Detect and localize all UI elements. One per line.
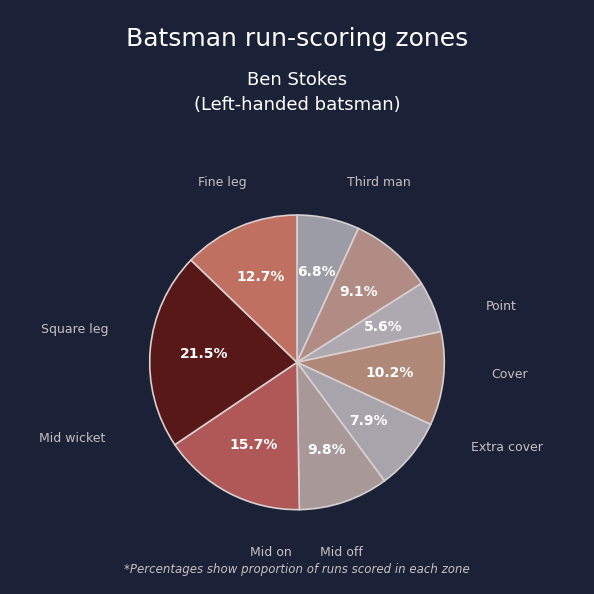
Text: 12.7%: 12.7% [236, 270, 285, 284]
Text: 21.5%: 21.5% [181, 347, 229, 361]
Text: Third man: Third man [347, 176, 411, 189]
Wedge shape [150, 260, 297, 445]
Wedge shape [175, 362, 299, 510]
Text: Mid wicket: Mid wicket [39, 432, 106, 446]
Wedge shape [297, 215, 358, 362]
Text: 9.8%: 9.8% [308, 443, 346, 457]
Text: Fine leg: Fine leg [198, 176, 247, 189]
Text: 15.7%: 15.7% [230, 438, 278, 451]
Text: Batsman run-scoring zones: Batsman run-scoring zones [126, 27, 468, 50]
Text: Extra cover: Extra cover [471, 441, 543, 454]
Text: Square leg: Square leg [41, 323, 109, 336]
Wedge shape [297, 331, 444, 425]
Text: 5.6%: 5.6% [364, 320, 402, 334]
Text: 10.2%: 10.2% [365, 366, 413, 380]
Text: Mid on: Mid on [249, 546, 292, 560]
Text: 7.9%: 7.9% [350, 414, 388, 428]
Text: *Percentages show proportion of runs scored in each zone: *Percentages show proportion of runs sco… [124, 563, 470, 576]
Wedge shape [297, 362, 431, 481]
Text: Mid off: Mid off [320, 546, 362, 560]
Wedge shape [297, 283, 441, 362]
Text: Point: Point [485, 300, 516, 313]
Wedge shape [297, 362, 384, 510]
Text: 6.8%: 6.8% [298, 265, 336, 279]
Text: Ben Stokes
(Left-handed batsman): Ben Stokes (Left-handed batsman) [194, 71, 400, 114]
Wedge shape [297, 229, 421, 362]
Wedge shape [191, 215, 297, 362]
Text: Cover: Cover [491, 368, 528, 381]
Text: 9.1%: 9.1% [339, 286, 377, 299]
